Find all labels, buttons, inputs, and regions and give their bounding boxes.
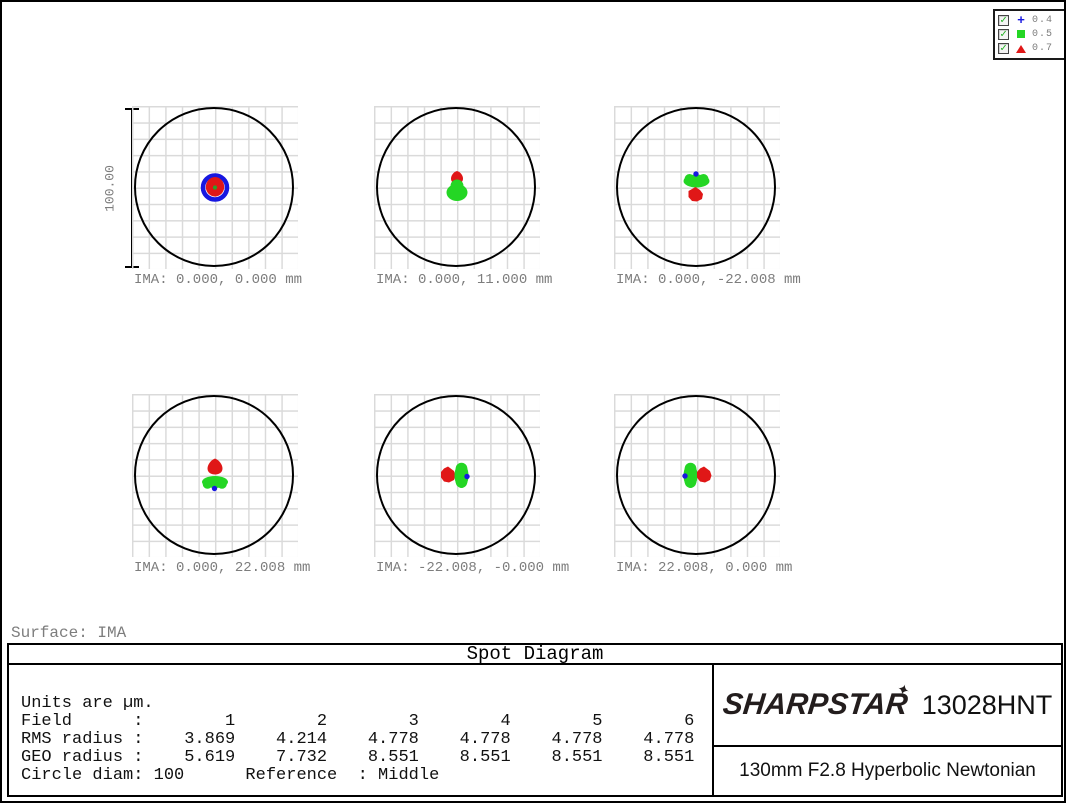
airy-circle [134, 107, 294, 267]
legend-row-0.5: ✓ 0.5 [998, 27, 1062, 41]
spot-cluster-field-1 [200, 173, 230, 202]
wavelength-0.7-checkbox[interactable]: ✓ [998, 43, 1009, 55]
legend-label: 0.4 [1032, 14, 1054, 26]
legend-row-0.7: ✓ 0.7 [998, 42, 1062, 56]
spot-diagram-field-1: IMA: 0.000, 0.000 mm [132, 106, 302, 292]
wavelength-0.4-checkbox[interactable]: ✓ [998, 14, 1009, 26]
plus-marker-icon: + [1017, 12, 1025, 28]
spot-cluster-field-2 [446, 171, 468, 201]
spot-diagram-field-6: IMA: 22.008, 0.000 mm [614, 394, 792, 580]
model-number: 13028HNT [921, 689, 1053, 720]
legend-row-0.4: ✓ + 0.4 [998, 13, 1062, 27]
ima-coordinates-label: IMA: 22.008, 0.000 mm [616, 560, 793, 576]
table-units-line: Units are µm. [21, 694, 154, 713]
spot-diagram-field-2: IMA: 0.000, 11.000 mm [374, 106, 552, 292]
ima-coordinates-label: IMA: 0.000, 11.000 mm [376, 272, 553, 288]
legend-label: 0.5 [1032, 28, 1054, 40]
wavelength-0.5-checkbox[interactable]: ✓ [998, 28, 1009, 40]
summary-box: Spot Diagram Units are µm. Field : 1 2 3… [7, 643, 1063, 797]
surface-label: Surface: IMA [11, 624, 127, 642]
table-field-row: Field : 1 2 3 4 5 6 [21, 712, 695, 731]
airy-circle [616, 107, 776, 267]
page-title: Spot Diagram [9, 645, 1061, 665]
square-marker-icon [1017, 30, 1025, 39]
airy-circle [376, 107, 536, 267]
spot-data-table: Units are µm. Field : 1 2 3 4 5 6 RMS ra… [9, 665, 714, 795]
ima-coordinates-label: IMA: -22.008, -0.000 mm [376, 560, 570, 576]
ima-coordinates-label: IMA: 0.000, 0.000 mm [134, 272, 303, 288]
spot-cluster-field-5 [441, 462, 470, 488]
spot-cluster-field-3 [683, 171, 710, 202]
brand-logo-cell: SHARPSTAR ✦ 13028HNT [714, 665, 1061, 747]
spot-cluster-field-6 [682, 462, 712, 488]
table-rms-row: RMS radius : 3.869 4.214 4.778 4.778 4.7… [21, 730, 695, 749]
spot-diagram-field-5: IMA: -22.008, -0.000 mm [374, 394, 569, 580]
scale-bar-label: 100.00 [102, 165, 118, 212]
spot-diagram-field-4: IMA: 0.000, 22.008 mm [132, 394, 310, 580]
airy-circle [616, 395, 776, 555]
table-circle-row: Circle diam: 100 Reference : Middle [21, 766, 440, 785]
airy-circle [376, 395, 536, 555]
spot-cluster-field-4 [202, 458, 228, 492]
product-name: 130mm F2.8 Hyperbolic Newtonian [739, 760, 1036, 781]
triangle-marker-icon [1016, 44, 1026, 53]
star-icon: ✦ [894, 680, 912, 701]
sharpstar-logo: SHARPSTAR [721, 688, 909, 721]
legend-label: 0.7 [1032, 43, 1054, 55]
airy-circle [134, 395, 294, 555]
ima-coordinates-label: IMA: 0.000, 22.008 mm [134, 560, 311, 576]
ima-coordinates-label: IMA: 0.000, -22.008 mm [616, 272, 801, 288]
table-geo-row: GEO radius : 5.619 7.732 8.551 8.551 8.5… [21, 748, 695, 767]
wavelength-legend: ✓ + 0.4 ✓ 0.5 ✓ 0.7 [993, 9, 1064, 60]
spot-diagram-field-3: IMA: 0.000, -22.008 mm [614, 106, 801, 292]
